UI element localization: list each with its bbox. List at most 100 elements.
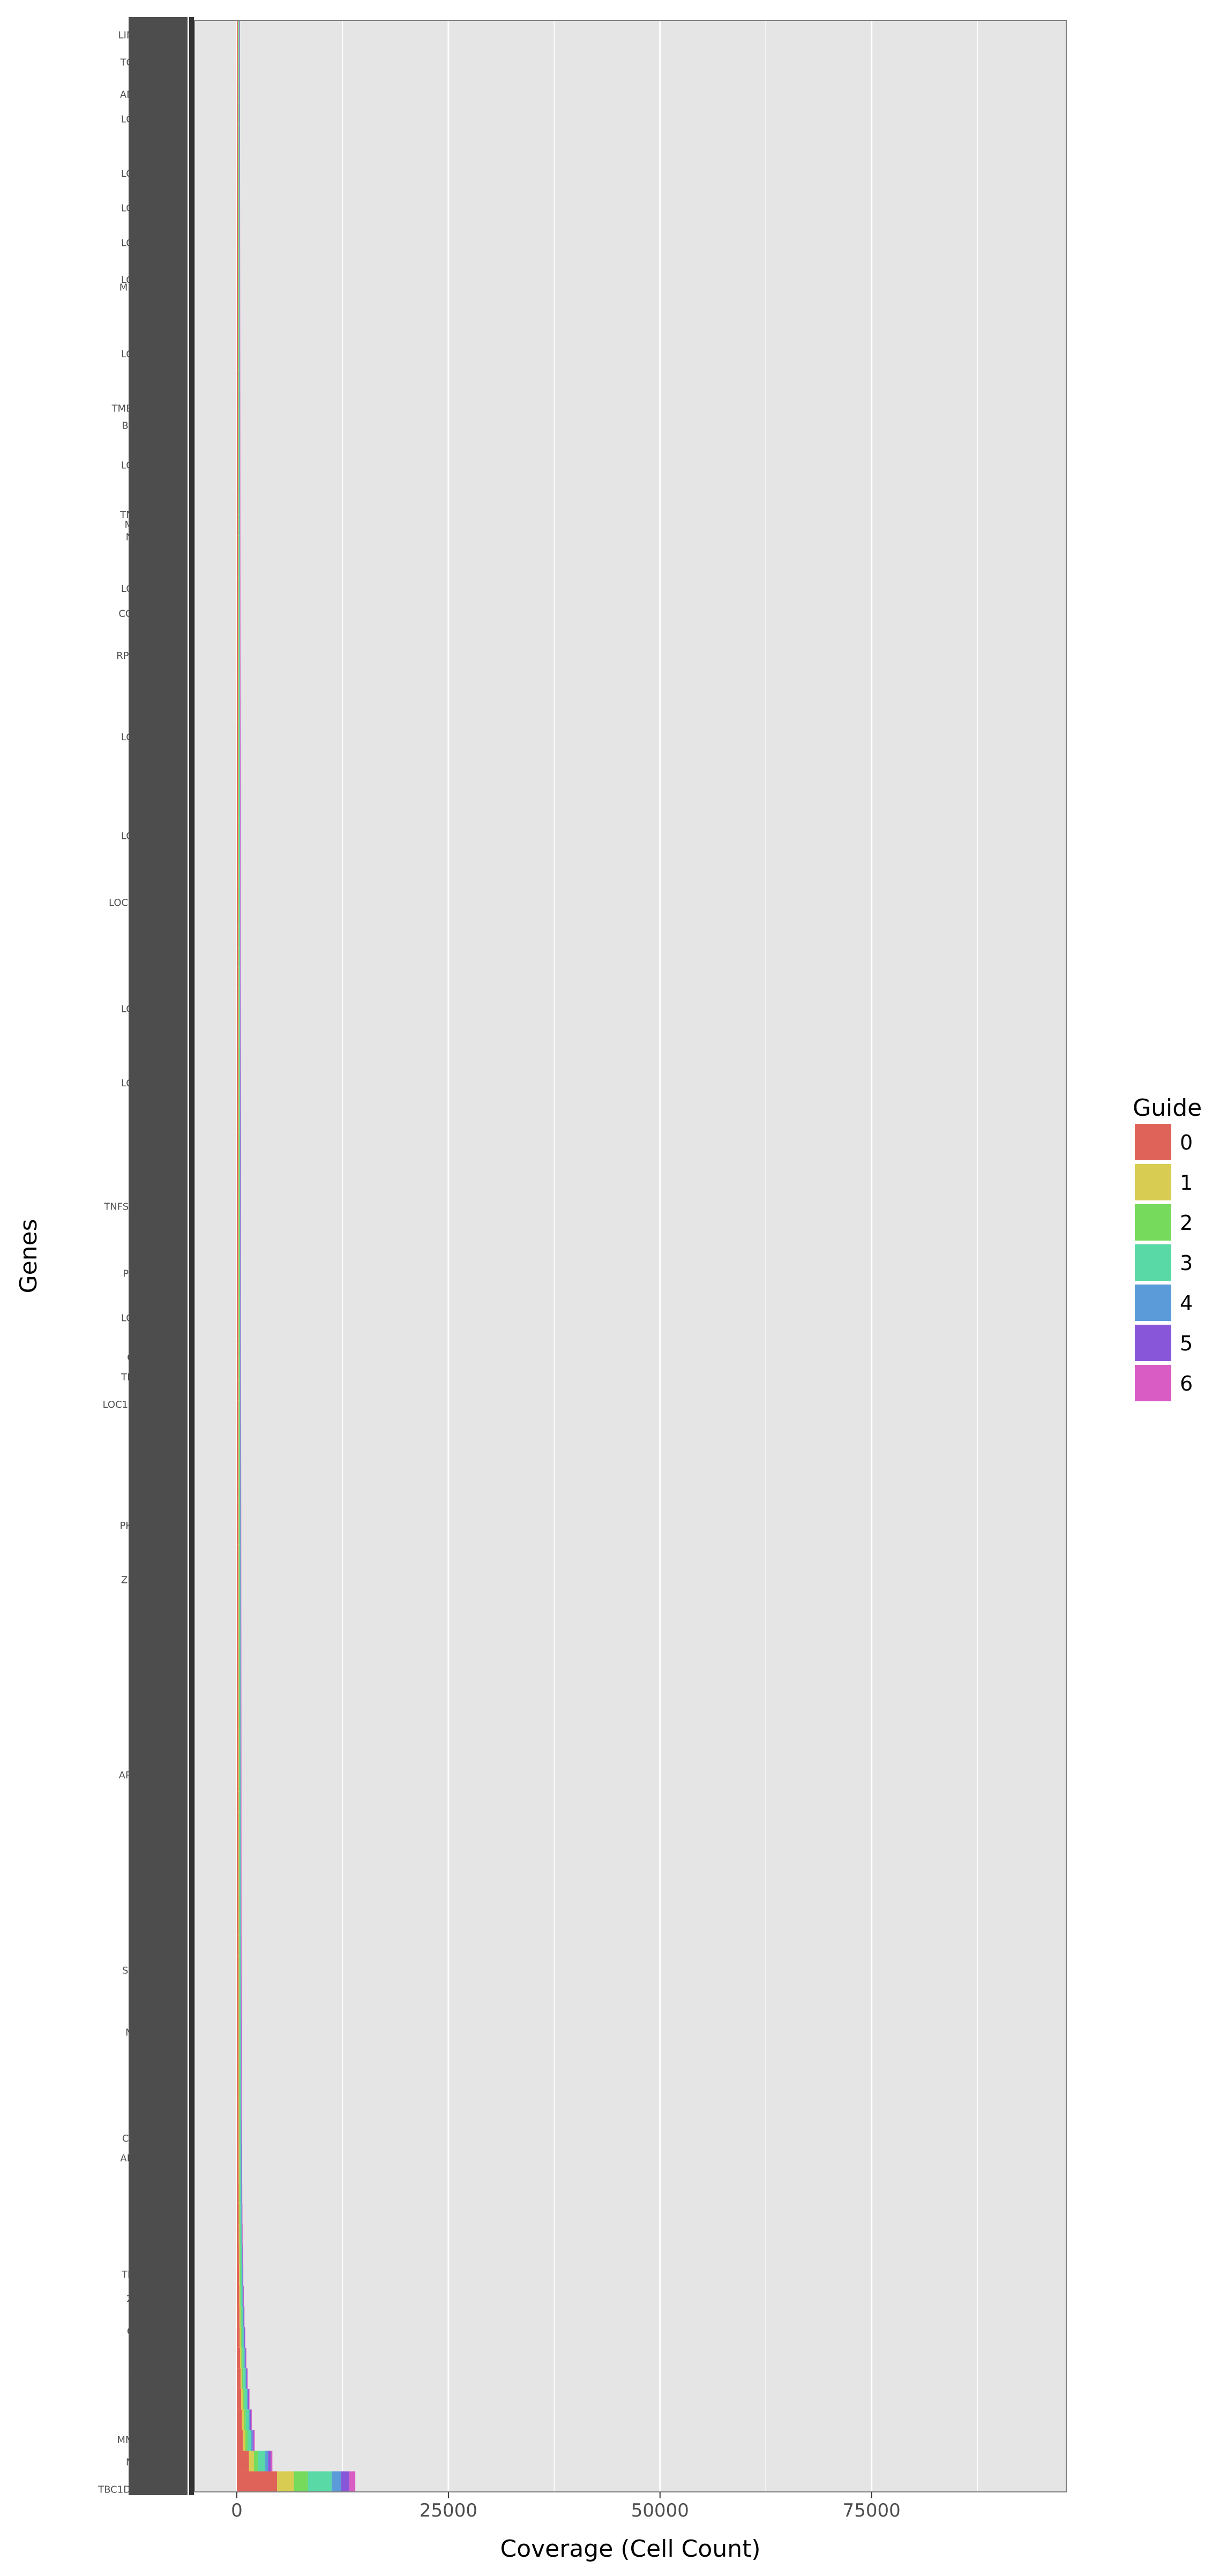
bar-segment-guide-3 bbox=[238, 411, 240, 432]
gene-tick-label: PTP bbox=[123, 1268, 140, 1279]
bar-segment-guide-2 bbox=[238, 555, 239, 577]
bar-segment-guide-3 bbox=[238, 535, 240, 556]
bar-segment-guide-3 bbox=[238, 82, 240, 103]
bar-segment-guide-0 bbox=[236, 20, 238, 41]
bar-segment-guide-0 bbox=[236, 1400, 238, 1421]
bar-segment-guide-0 bbox=[236, 206, 238, 227]
bar-segment-guide-0 bbox=[236, 1874, 238, 1895]
bar-segment-guide-4 bbox=[240, 844, 241, 865]
dense-gene-tick-marks bbox=[189, 17, 194, 2495]
bar-segment-guide-1 bbox=[238, 1482, 239, 1504]
bar-segment-guide-1 bbox=[238, 1338, 239, 1360]
bar-segment-guide-1 bbox=[240, 2327, 241, 2348]
bar-segment-guide-3 bbox=[240, 1853, 241, 1874]
bar-segment-guide-2 bbox=[238, 1153, 240, 1174]
bar-segment-guide-3 bbox=[239, 741, 240, 762]
bar-segment-guide-0 bbox=[236, 1935, 238, 1957]
bar-segment-guide-4 bbox=[240, 1503, 241, 1524]
bar-segment-guide-5 bbox=[240, 494, 241, 515]
bar-segment-guide-2 bbox=[238, 370, 239, 392]
bar-segment-guide-4 bbox=[240, 1565, 241, 1586]
bar-segment-guide-3 bbox=[247, 2430, 251, 2451]
bar-segment-guide-3 bbox=[239, 1688, 241, 1709]
bar-segment-guide-0 bbox=[236, 597, 238, 618]
bar-segment-guide-1 bbox=[238, 1544, 239, 1565]
gene-tick-label: LOC bbox=[121, 114, 140, 125]
bar-segment-guide-5 bbox=[240, 926, 241, 948]
bar-segment-guide-1 bbox=[249, 2451, 254, 2472]
bar-segment-guide-2 bbox=[239, 2039, 240, 2060]
bar-segment-guide-4 bbox=[239, 41, 240, 62]
bar-segment-guide-0 bbox=[236, 2142, 239, 2162]
bar-segment-guide-1 bbox=[242, 2409, 244, 2430]
bar-segment-guide-3 bbox=[238, 20, 240, 41]
bar-segment-guide-2 bbox=[239, 1750, 240, 1771]
bar-segment-guide-2 bbox=[238, 1235, 240, 1256]
bar-segment-guide-3 bbox=[240, 1750, 241, 1771]
bar-segment-guide-6 bbox=[240, 226, 241, 247]
bar-segment-guide-3 bbox=[240, 1915, 241, 1936]
bar-segment-guide-5 bbox=[240, 658, 241, 680]
bar-segment-guide-4 bbox=[240, 988, 241, 1009]
bar-segment-guide-6 bbox=[241, 1853, 242, 1874]
bar-segment-guide-0 bbox=[236, 2080, 239, 2101]
bar-segment-guide-4 bbox=[240, 1256, 241, 1277]
gene-tick-label: LOC bbox=[121, 237, 140, 249]
bar-segment-guide-6 bbox=[241, 1565, 242, 1586]
bar-segment-guide-0 bbox=[236, 803, 238, 824]
legend-swatch-guide-4 bbox=[1135, 1285, 1171, 1321]
bar-segment-guide-0 bbox=[236, 782, 238, 803]
bar-segment-guide-0 bbox=[236, 288, 238, 309]
bar-segment-guide-5 bbox=[245, 2347, 246, 2369]
gene-tick-label: CYP bbox=[122, 2133, 140, 2144]
bar-segment-guide-6 bbox=[241, 1730, 242, 1751]
bar-segment-guide-3 bbox=[238, 576, 240, 597]
gene-tick-label: TNFSF1 bbox=[103, 1201, 140, 1213]
bar-segment-guide-2 bbox=[238, 473, 239, 494]
legend-swatch-guide-2 bbox=[1135, 1204, 1171, 1241]
bar-segment-guide-2 bbox=[239, 1730, 240, 1751]
x-axis: 0 25000 50000 75000 bbox=[231, 2492, 901, 2521]
bar-segment-guide-3 bbox=[239, 1194, 240, 1215]
bar-segment-guide-1 bbox=[238, 1688, 239, 1709]
legend-label-guide-4: 4 bbox=[1180, 1291, 1193, 1315]
bar-segment-guide-3 bbox=[238, 226, 240, 247]
bar-segment-guide-1 bbox=[238, 2039, 240, 2060]
bar-segment-guide-0 bbox=[236, 1565, 238, 1586]
bar-segment-guide-2 bbox=[238, 720, 240, 741]
bar-segment-guide-5 bbox=[240, 844, 241, 865]
bar-segment-guide-1 bbox=[238, 1318, 239, 1339]
bar-segment-guide-2 bbox=[238, 1132, 240, 1153]
bar-segment-guide-5 bbox=[242, 2244, 243, 2266]
bar-segment-guide-0 bbox=[236, 1709, 238, 1730]
bar-segment-guide-0 bbox=[236, 2409, 242, 2430]
bar-segment-guide-2 bbox=[238, 1503, 240, 1524]
bar-segment-guide-5 bbox=[240, 1030, 241, 1050]
bar-segment-guide-2 bbox=[238, 741, 240, 762]
gene-tick-label: EE bbox=[128, 2368, 140, 2379]
bar-segment-guide-3 bbox=[240, 1833, 241, 1854]
bar-segment-guide-5 bbox=[240, 555, 241, 577]
bar-segment-guide-1 bbox=[238, 1709, 239, 1730]
bar-segment-guide-2 bbox=[238, 1482, 240, 1504]
bar-segment-guide-0 bbox=[236, 535, 238, 556]
bar-segment-guide-4 bbox=[240, 1174, 241, 1195]
x-tick-label: 50000 bbox=[631, 2500, 689, 2521]
bar-segment-guide-6 bbox=[240, 411, 241, 432]
bar-segment-guide-6 bbox=[240, 803, 241, 824]
bar-segment-guide-6 bbox=[241, 1544, 242, 1565]
gene-tick-label: CC bbox=[127, 2326, 140, 2337]
bar-segment-guide-0 bbox=[236, 1977, 238, 1998]
bar-segment-guide-3 bbox=[240, 1997, 241, 2018]
bar-segment-guide-3 bbox=[238, 329, 240, 350]
gene-tick-label: RPL3 bbox=[116, 650, 140, 662]
bar-segment-guide-3 bbox=[238, 658, 240, 680]
bar-segment-guide-0 bbox=[236, 1338, 238, 1360]
bar-segment-guide-6 bbox=[241, 1668, 242, 1689]
bar-segment-guide-5 bbox=[240, 1111, 241, 1133]
legend-swatch-guide-6 bbox=[1135, 1365, 1171, 1401]
bar-segment-guide-3 bbox=[238, 185, 240, 206]
bar-segment-guide-6 bbox=[241, 1647, 242, 1668]
bar-segment-guide-3 bbox=[239, 1132, 240, 1153]
bar-segment-guide-3 bbox=[244, 2389, 247, 2410]
